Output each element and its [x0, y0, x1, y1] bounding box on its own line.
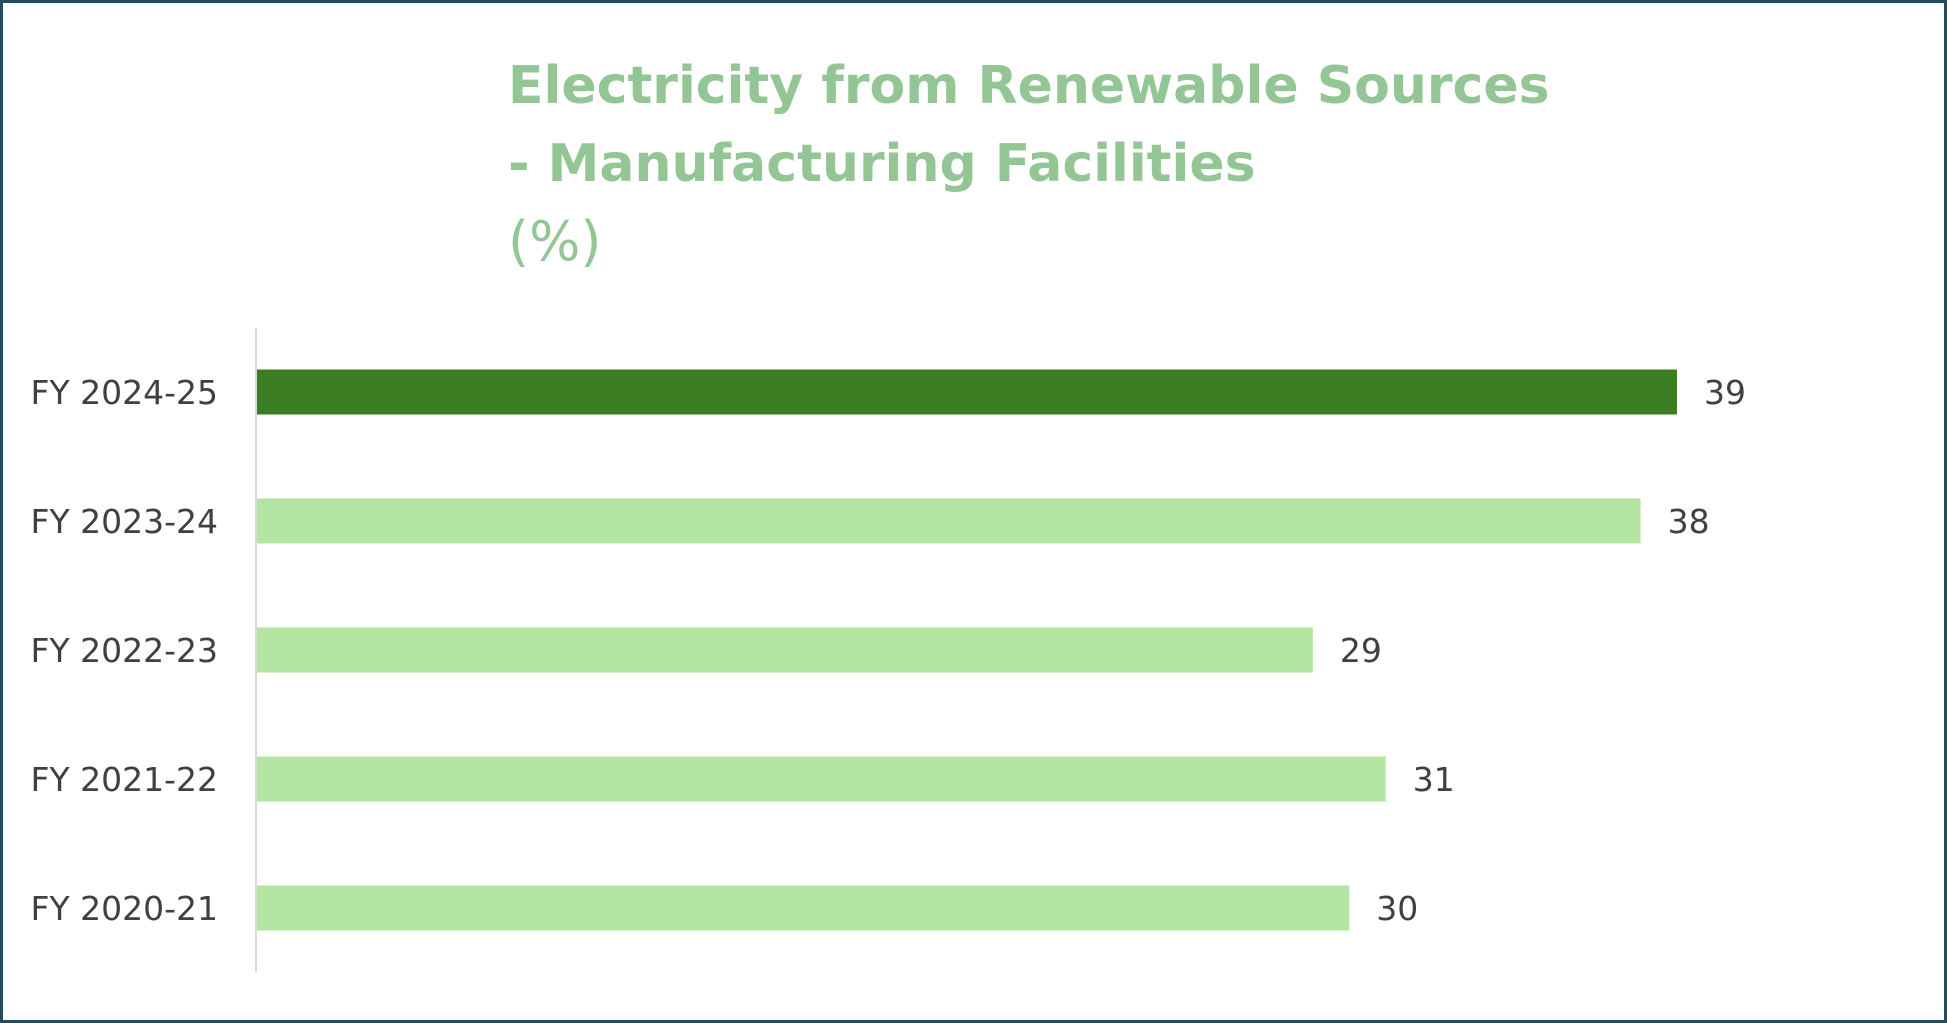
- labels-group: FY 2024-25 39 FY 2023-24 38 FY 2022-23 29 FY 2…: [30, 373, 1746, 928]
- data-label: 30: [1376, 889, 1418, 928]
- bar-fy-2020-21: [257, 885, 1350, 931]
- bar-fy-2021-22: [257, 756, 1386, 802]
- category-label: FY 2021-22: [30, 760, 218, 799]
- data-label: 39: [1704, 373, 1746, 412]
- bars-group: [257, 369, 1677, 931]
- category-label: FY 2024-25: [30, 373, 218, 412]
- category-label: FY 2020-21: [30, 889, 218, 928]
- category-label: FY 2022-23: [30, 631, 218, 670]
- data-label: 38: [1668, 502, 1710, 541]
- chart-title: Electricity from Renewable Sources - Man…: [508, 47, 1550, 281]
- bar-fy-2023-24: [257, 498, 1641, 544]
- bar-fy-2024-25: [257, 369, 1677, 415]
- chart-title-line-2: - Manufacturing Facilities: [508, 134, 1256, 194]
- data-label: 31: [1413, 760, 1455, 799]
- chart-title-line-1: Electricity from Renewable Sources: [508, 56, 1550, 116]
- bar-fy-2022-23: [257, 627, 1313, 673]
- chart-title-unit: (%): [508, 210, 602, 273]
- data-label: 29: [1340, 631, 1382, 670]
- category-label: FY 2023-24: [30, 502, 218, 541]
